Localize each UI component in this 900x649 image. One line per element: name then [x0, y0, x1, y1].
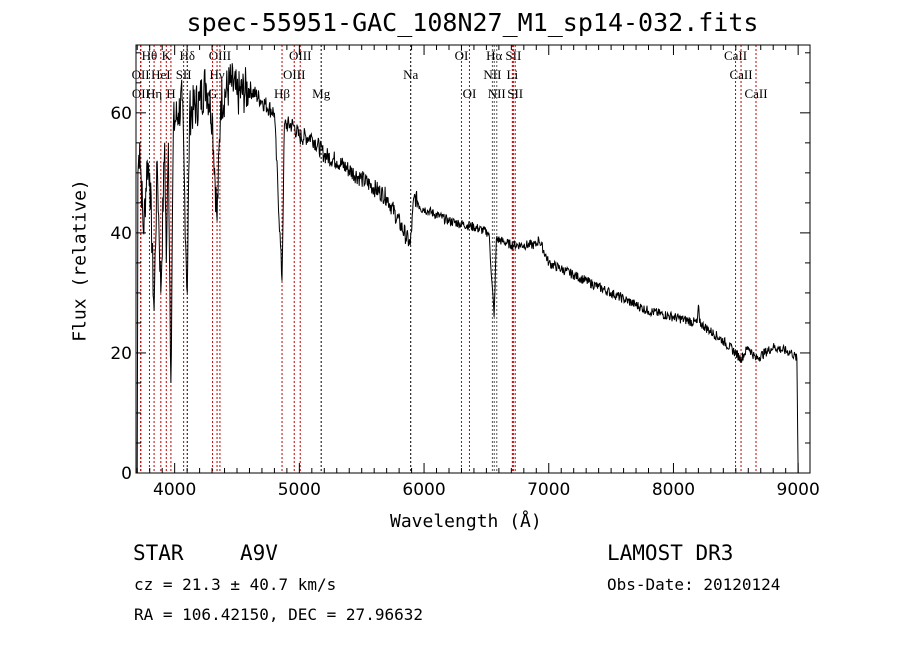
- spectral-line-label: Hθ: [142, 48, 158, 63]
- obs-date: Obs-Date: 20120124: [607, 575, 781, 594]
- spectral-line-label: OIII: [283, 67, 305, 82]
- x-axis-label: Wavelength (Å): [390, 511, 542, 532]
- spectral-line-label: NII: [483, 67, 501, 82]
- x-tick-label: 8000: [652, 480, 695, 500]
- ra-dec: RA = 106.42150, DEC = 27.96632: [134, 605, 423, 624]
- spectral-line-label: G: [208, 86, 217, 101]
- spectral-line-label: HeI: [151, 67, 171, 82]
- spectral-line-label: SII: [507, 86, 523, 101]
- chart-title: spec-55951-GAC_108N27_M1_sp14-032.fits: [186, 8, 759, 37]
- y-axis-label: Flux (relative): [69, 179, 91, 342]
- spectral-line-label: CaII: [724, 48, 747, 63]
- y-tick-label: 20: [110, 344, 132, 364]
- spectral-line-label: Hη: [146, 86, 162, 101]
- spectral-line-label: SII: [505, 48, 521, 63]
- spectral-line-label: H: [166, 86, 175, 101]
- spectral-line-label: NII: [488, 86, 506, 101]
- spectral-line-label: Hα: [486, 48, 502, 63]
- x-tick-label: 5000: [278, 480, 321, 500]
- spectral-line-label: OI: [463, 86, 477, 101]
- y-tick-label: 60: [110, 104, 132, 124]
- spectral-line-label: OIII: [209, 48, 231, 63]
- spectral-line-label: OI: [455, 48, 469, 63]
- spectral-line-label: Mg: [312, 86, 331, 101]
- spectral-line-label: Hβ: [274, 86, 290, 101]
- x-tick-label: 9000: [777, 480, 820, 500]
- y-tick-label: 40: [110, 224, 132, 244]
- survey-name: LAMOST DR3: [607, 541, 734, 565]
- spectral-line-label: Hγ: [209, 67, 224, 82]
- object-class: STAR: [133, 541, 184, 565]
- plot-frame: [135, 44, 811, 474]
- spectral-line-label: Li: [507, 67, 519, 82]
- y-tick-label: 0: [121, 464, 132, 484]
- spectral-line-label: CaII: [729, 67, 752, 82]
- spectral-line-label: SII: [176, 67, 192, 82]
- spectral-line-label: CaII: [744, 86, 767, 101]
- x-tick-label: 4000: [153, 480, 196, 500]
- spectral-line-label: OIII: [289, 48, 311, 63]
- object-subclass: A9V: [240, 541, 278, 565]
- redshift-cz: cz = 21.3 ± 40.7 km/s: [134, 575, 337, 594]
- spectral-line-label: Hδ: [179, 48, 195, 63]
- spectral-line-label: Na: [403, 67, 418, 82]
- x-tick-label: 6000: [402, 480, 445, 500]
- x-tick-label: 7000: [527, 480, 570, 500]
- spectral-line-label: K: [162, 48, 172, 63]
- spectrum-line: [136, 63, 799, 474]
